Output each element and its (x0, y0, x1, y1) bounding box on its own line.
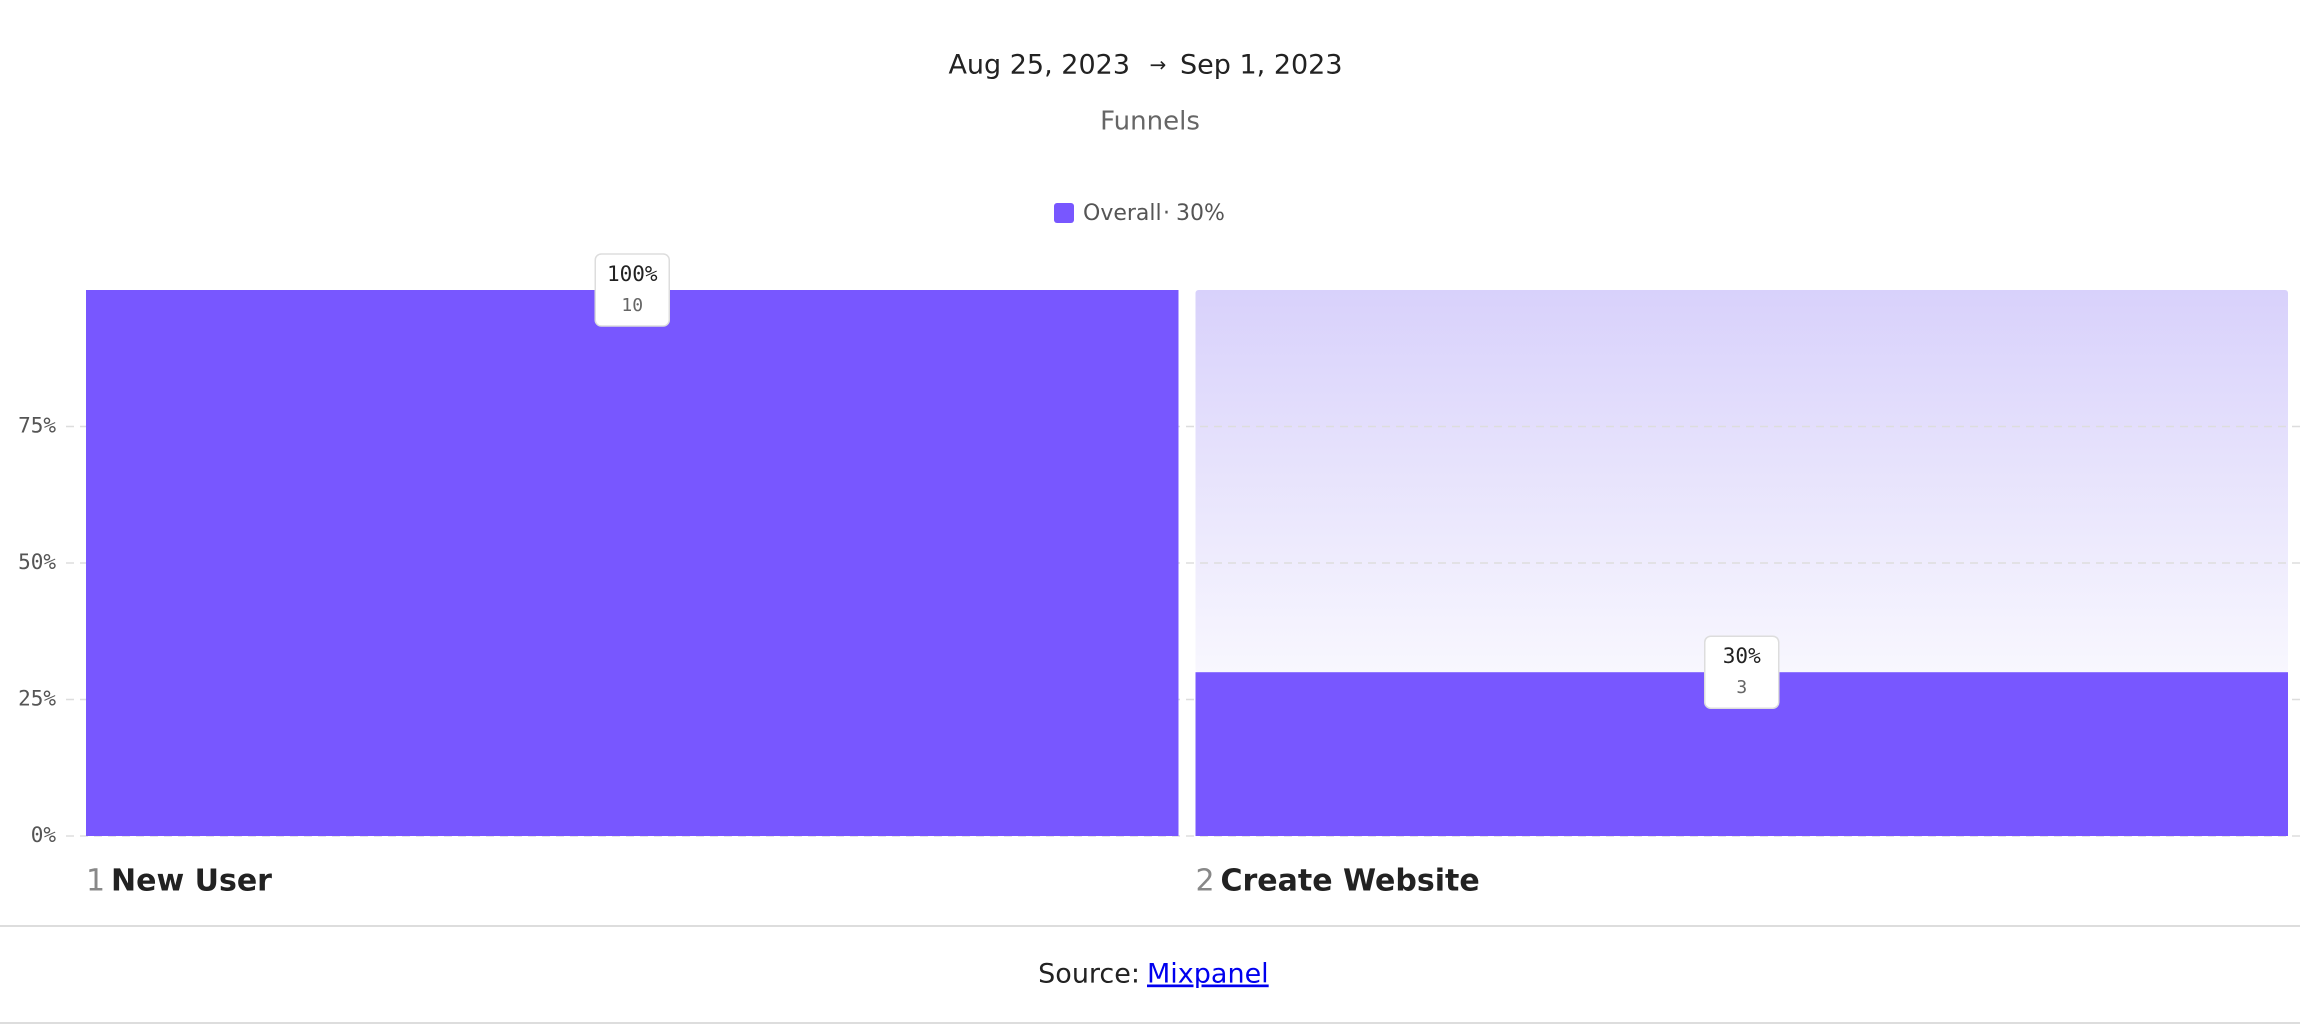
category-label: New User (111, 864, 272, 899)
chart-subtitle: Funnels (1100, 107, 1200, 137)
source-link[interactable]: Mixpanel (1147, 959, 1269, 990)
date-start: Aug 25, 2023 (948, 50, 1130, 81)
y-tick-label: 0% (31, 823, 57, 847)
arrow: → (1150, 53, 1167, 77)
count-label: 10 (621, 295, 643, 316)
value-label: 30% (1723, 644, 1761, 668)
dropoff-area (1195, 290, 2288, 673)
value-label-box (594, 253, 670, 327)
date-end: Sep 1, 2023 (1180, 50, 1343, 81)
source-label: Source: (1038, 959, 1140, 990)
legend-separator: · (1163, 201, 1170, 226)
count-label: 3 (1736, 677, 1747, 698)
legend-swatch (1054, 203, 1074, 223)
value-label-box (1704, 635, 1780, 709)
value-label: 100% (607, 262, 658, 286)
legend-summary: 30% (1176, 201, 1225, 226)
y-tick-label: 75% (18, 414, 56, 438)
bar (86, 290, 1179, 836)
y-tick-label: 25% (18, 687, 56, 711)
step-number: 1 (86, 864, 105, 899)
step-number: 2 (1196, 864, 1215, 899)
legend-label: Overall (1083, 201, 1162, 226)
category-label: Create Website (1221, 864, 1480, 899)
y-tick-label: 50% (18, 550, 56, 574)
